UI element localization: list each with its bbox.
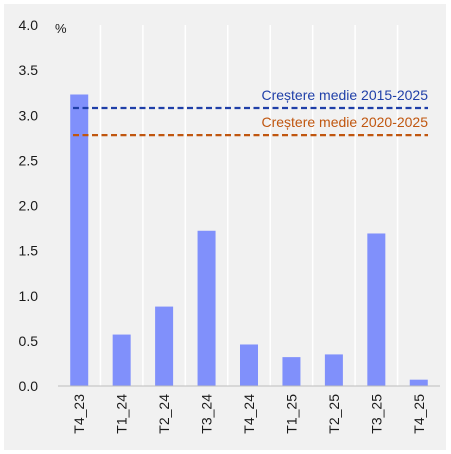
y-tick-label: 3.5 bbox=[19, 62, 39, 78]
x-tick-label: T2_24 bbox=[156, 394, 172, 434]
vertical-gridlines bbox=[99, 25, 399, 386]
y-tick-label: 2.5 bbox=[19, 152, 39, 168]
y-tick-label: 0.0 bbox=[19, 378, 39, 394]
y-tick-label: 3.0 bbox=[19, 107, 39, 123]
reference-line-label: Creștere medie 2015-2025 bbox=[261, 87, 428, 103]
x-tick-label: T4_23 bbox=[71, 394, 87, 434]
reference-line-label: Creștere medie 2020-2025 bbox=[261, 114, 428, 130]
x-tick-label: T4_25 bbox=[411, 394, 427, 434]
x-tick-label: T4_24 bbox=[241, 394, 257, 434]
x-axis-ticks: T4_23 T1_24 T2_24 T3_24 T4_24 T1_25 T2_25 T3_25… bbox=[71, 394, 427, 434]
x-tick-label: T1_25 bbox=[283, 394, 299, 434]
y-tick-label: 0.5 bbox=[19, 333, 39, 349]
y-tick-label: 2.0 bbox=[19, 198, 39, 214]
bar-t2-25 bbox=[324, 354, 343, 386]
bar-t4-25 bbox=[409, 379, 428, 386]
bar-t3-25 bbox=[367, 233, 386, 386]
bar-t4-24 bbox=[240, 344, 258, 386]
x-tick-label: T2_25 bbox=[326, 394, 342, 434]
bar-t3-24 bbox=[197, 230, 216, 386]
y-tick-label: 4.0 bbox=[19, 17, 39, 33]
reference-lines: Creștere medie 2015-2025 Creștere medie 2… bbox=[73, 87, 428, 137]
bar-t1-25 bbox=[282, 357, 301, 386]
bars bbox=[70, 94, 428, 387]
x-tick-label: T3_24 bbox=[199, 394, 215, 434]
y-axis-ticks: 0.0 0.5 1.0 1.5 2.0 2.5 3.0 3.5 4.0 bbox=[19, 17, 39, 394]
y-axis-unit-label: % bbox=[55, 21, 67, 36]
bar-t2-24 bbox=[155, 306, 174, 386]
x-tick-label: T3_25 bbox=[368, 394, 384, 434]
x-tick-label: T1_24 bbox=[114, 394, 130, 434]
y-tick-label: 1.0 bbox=[19, 288, 39, 304]
bar-t4-23 bbox=[70, 94, 89, 387]
bar-t1-24 bbox=[112, 334, 131, 386]
y-tick-label: 1.5 bbox=[19, 243, 39, 259]
